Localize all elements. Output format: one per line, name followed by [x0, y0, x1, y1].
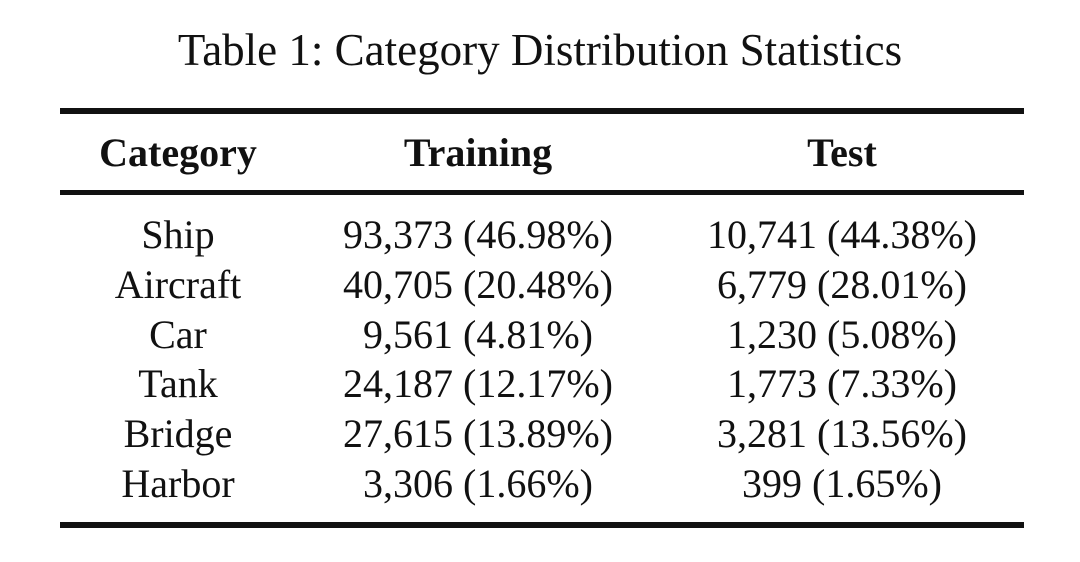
test-cell: 1,230 (5.08%) [727, 312, 957, 357]
header-training: Training [403, 130, 553, 175]
category-cell: Bridge [123, 411, 233, 456]
table-bottom-rule [60, 522, 1024, 528]
table-row: Ship 93,373 (46.98%) 10,741 (44.38%) [60, 210, 1024, 260]
table-top-rule [60, 108, 1024, 114]
category-cell: Tank [138, 361, 218, 406]
table-row: Tank 24,187 (12.17%) 1,773 (7.33%) [60, 359, 1024, 409]
training-cell: 27,615 (13.89%) [343, 411, 613, 456]
table-row: Aircraft 40,705 (20.48%) 6,779 (28.01%) [60, 260, 1024, 310]
header-category: Category [99, 130, 257, 175]
test-cell: 3,281 (13.56%) [717, 411, 967, 456]
test-cell: 399 (1.65%) [742, 461, 942, 506]
test-cell: 10,741 (44.38%) [707, 212, 977, 257]
test-cell: 1,773 (7.33%) [727, 361, 957, 406]
category-cell: Harbor [121, 461, 235, 506]
table-header-row: Category Training Test [60, 127, 1024, 179]
training-cell: 9,561 (4.81%) [363, 312, 593, 357]
training-cell: 93,373 (46.98%) [343, 212, 613, 257]
category-cell: Car [149, 312, 207, 357]
training-cell: 3,306 (1.66%) [363, 461, 593, 506]
category-cell: Aircraft [114, 262, 242, 307]
table-row: Harbor 3,306 (1.66%) 399 (1.65%) [60, 459, 1024, 509]
table-row: Bridge 27,615 (13.89%) 3,281 (13.56%) [60, 409, 1024, 459]
header-test: Test [807, 130, 877, 175]
training-cell: 40,705 (20.48%) [343, 262, 613, 307]
training-cell: 24,187 (12.17%) [343, 361, 613, 406]
table-caption: Table 1: Category Distribution Statistic… [177, 25, 903, 75]
test-cell: 6,779 (28.01%) [717, 262, 967, 307]
table-row: Car 9,561 (4.81%) 1,230 (5.08%) [60, 310, 1024, 360]
table-header-rule [60, 190, 1024, 195]
category-cell: Ship [141, 212, 215, 257]
